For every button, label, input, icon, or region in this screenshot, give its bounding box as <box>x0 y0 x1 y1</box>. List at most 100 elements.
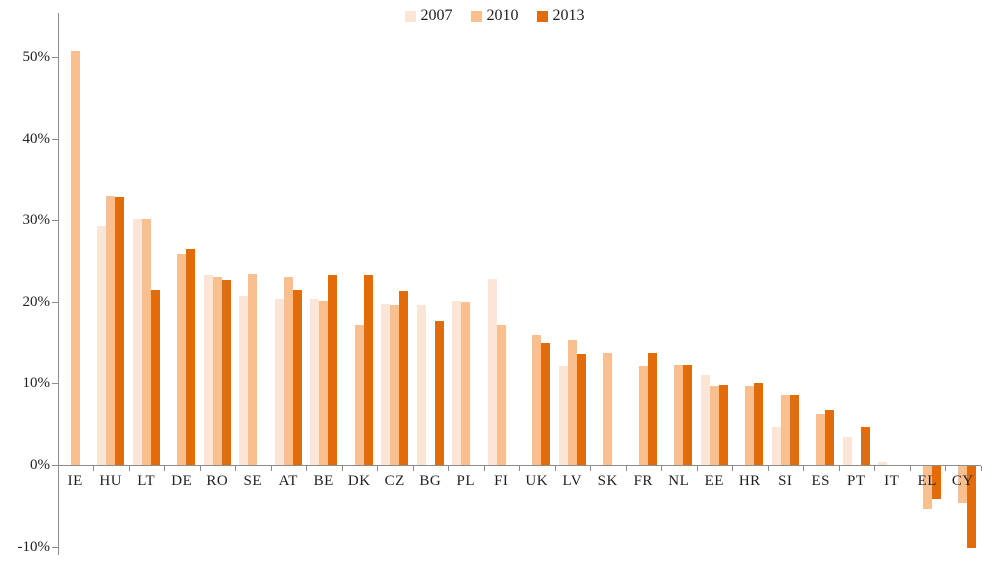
bar-DE-2013 <box>186 248 196 465</box>
bar-SI-2010 <box>780 394 790 465</box>
bar-PT-2013 <box>860 426 870 465</box>
x-axis-category-label: LV <box>562 473 583 489</box>
bar-SI-2007 <box>771 427 781 465</box>
y-tick <box>51 546 58 548</box>
x-axis-category-label: LT <box>137 473 156 489</box>
x-axis-category-label: PL <box>456 473 475 489</box>
bar-NL-2013 <box>683 365 693 465</box>
x-axis-category-label: NL <box>668 473 690 489</box>
x-axis-category-label: BG <box>419 473 442 489</box>
x-tick <box>128 466 130 471</box>
x-tick <box>235 466 236 471</box>
x-tick <box>448 466 449 471</box>
bar-SK-2010 <box>603 353 613 465</box>
bar-UK-2013 <box>541 342 551 465</box>
x-tick <box>980 466 982 471</box>
y-tick <box>51 138 58 140</box>
bar-AT-2010 <box>283 277 293 465</box>
x-tick <box>874 466 875 471</box>
x-tick <box>909 466 911 471</box>
bar-PL-2007 <box>452 300 462 465</box>
bar-IT-2007 <box>878 461 888 465</box>
x-axis-category-label: AT <box>278 473 298 489</box>
bar-CY-2013 <box>967 466 977 549</box>
x-tick <box>341 466 343 471</box>
y-axis-tick-label: 30% <box>22 212 51 229</box>
bar-BE-2007 <box>310 299 320 465</box>
bar-LT-2013 <box>150 290 160 465</box>
x-axis-category-label: CZ <box>384 473 405 489</box>
y-axis-tick-label: 40% <box>22 130 51 147</box>
bar-EE-2010 <box>709 385 719 465</box>
x-tick <box>554 466 556 471</box>
bar-NL-2010 <box>674 365 684 465</box>
bar-SE-2007 <box>239 296 249 465</box>
x-tick <box>803 466 804 471</box>
x-tick <box>412 466 414 471</box>
bar-FR-2010 <box>638 366 648 465</box>
bar-RO-2010 <box>212 276 222 465</box>
bar-CY-2010 <box>958 466 968 503</box>
bar-SE-2010 <box>248 274 258 465</box>
bar-BG-2013 <box>434 320 444 465</box>
bar-HR-2010 <box>745 385 755 465</box>
x-axis-category-label: FI <box>494 473 509 489</box>
x-axis-category-label: HR <box>738 473 761 489</box>
x-tick <box>696 466 698 471</box>
bar-IE-2010 <box>70 51 80 465</box>
bar-HR-2013 <box>754 382 764 465</box>
bar-LV-2007 <box>558 366 568 465</box>
bar-SI-2013 <box>789 394 799 465</box>
x-axis-category-label: FR <box>633 473 653 489</box>
x-axis-category-label: SK <box>597 473 618 489</box>
x-tick <box>377 466 378 471</box>
x-tick <box>767 466 769 471</box>
x-axis-category-label: DE <box>171 473 193 489</box>
legend-swatch-2013 <box>536 10 548 22</box>
y-axis-line <box>57 13 59 555</box>
bar-PT-2007 <box>842 437 852 465</box>
legend-label: 2007 <box>420 7 453 24</box>
y-tick <box>51 57 58 58</box>
y-tick <box>51 301 58 303</box>
bar-RO-2013 <box>221 279 231 465</box>
bar-DE-2010 <box>177 253 187 465</box>
legend-swatch-2010 <box>470 10 482 22</box>
legend-swatch-2007 <box>404 10 416 22</box>
bar-ES-2013 <box>825 409 835 465</box>
x-tick <box>199 466 201 471</box>
bar-UK-2010 <box>532 335 542 465</box>
x-axis-category-label: PT <box>846 473 866 489</box>
x-tick <box>519 466 520 471</box>
legend-item-2007: 2007 <box>404 7 453 24</box>
y-axis-tick-label: 10% <box>22 375 51 392</box>
x-axis-line <box>57 465 981 466</box>
x-axis-category-label: HU <box>99 473 123 489</box>
legend: 2007 2010 2013 <box>0 8 989 24</box>
bar-EL-2013 <box>931 466 941 499</box>
x-tick <box>590 466 591 471</box>
y-tick <box>51 465 58 466</box>
y-axis-tick-label: 20% <box>22 293 51 310</box>
bar-PL-2010 <box>461 301 471 465</box>
bar-EL-2010 <box>922 466 932 510</box>
bar-CZ-2010 <box>390 305 400 465</box>
x-tick <box>838 466 840 471</box>
bar-EE-2013 <box>718 385 728 465</box>
bar-LV-2013 <box>576 354 586 465</box>
x-axis-category-label: CY <box>951 473 974 489</box>
x-tick <box>93 466 94 471</box>
bar-RO-2007 <box>203 274 213 465</box>
x-tick <box>483 466 485 471</box>
x-axis-category-label: SE <box>243 473 262 489</box>
bar-BE-2010 <box>319 300 329 465</box>
x-axis-category-label: EE <box>704 473 724 489</box>
bar-DK-2010 <box>354 324 364 465</box>
x-tick <box>306 466 307 471</box>
bar-AT-2007 <box>274 298 284 465</box>
legend-item-2013: 2013 <box>536 8 585 24</box>
x-axis-category-label: IT <box>884 473 900 489</box>
y-axis-tick-label: 50% <box>22 49 51 65</box>
legend-item-2010: 2010 <box>470 8 519 24</box>
